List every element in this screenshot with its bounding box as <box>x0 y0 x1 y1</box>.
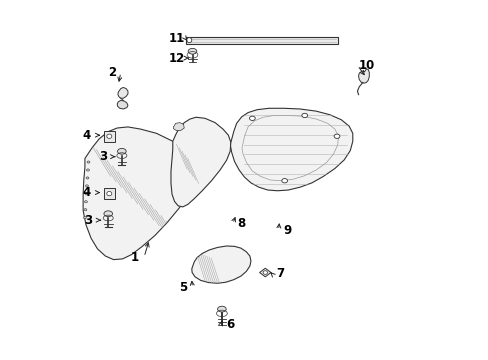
Text: 2: 2 <box>107 66 116 79</box>
Ellipse shape <box>106 192 112 196</box>
Ellipse shape <box>217 306 226 312</box>
Text: 3: 3 <box>84 214 92 227</box>
Polygon shape <box>358 69 368 83</box>
Ellipse shape <box>186 38 191 42</box>
Ellipse shape <box>85 193 88 195</box>
Text: 10: 10 <box>358 59 374 72</box>
Text: 6: 6 <box>225 318 234 331</box>
Ellipse shape <box>249 116 255 121</box>
Text: 8: 8 <box>237 217 245 230</box>
Ellipse shape <box>106 134 112 138</box>
Ellipse shape <box>301 113 307 118</box>
Polygon shape <box>118 87 128 98</box>
Text: 11: 11 <box>168 32 184 45</box>
Text: 4: 4 <box>82 186 91 199</box>
Ellipse shape <box>333 134 339 138</box>
Ellipse shape <box>87 161 90 163</box>
Polygon shape <box>259 268 270 277</box>
Polygon shape <box>171 117 230 207</box>
Ellipse shape <box>83 217 86 219</box>
Ellipse shape <box>117 148 126 154</box>
Polygon shape <box>230 108 352 191</box>
Ellipse shape <box>104 211 112 217</box>
Text: 7: 7 <box>276 267 284 280</box>
Polygon shape <box>186 37 337 44</box>
Polygon shape <box>83 127 201 260</box>
Polygon shape <box>173 123 184 131</box>
Text: 5: 5 <box>179 281 187 294</box>
Ellipse shape <box>86 177 89 179</box>
Text: 1: 1 <box>131 251 139 264</box>
Ellipse shape <box>85 185 88 187</box>
Ellipse shape <box>84 201 87 203</box>
Polygon shape <box>117 100 128 109</box>
Ellipse shape <box>188 48 196 54</box>
Ellipse shape <box>281 179 287 183</box>
Text: 12: 12 <box>168 51 184 64</box>
Ellipse shape <box>263 271 267 274</box>
Text: 9: 9 <box>283 224 291 237</box>
Bar <box>104 188 115 199</box>
Text: 3: 3 <box>99 150 107 163</box>
Text: 4: 4 <box>82 129 91 142</box>
Ellipse shape <box>86 169 89 171</box>
Bar <box>104 131 115 142</box>
Ellipse shape <box>84 209 87 211</box>
Polygon shape <box>191 246 250 283</box>
